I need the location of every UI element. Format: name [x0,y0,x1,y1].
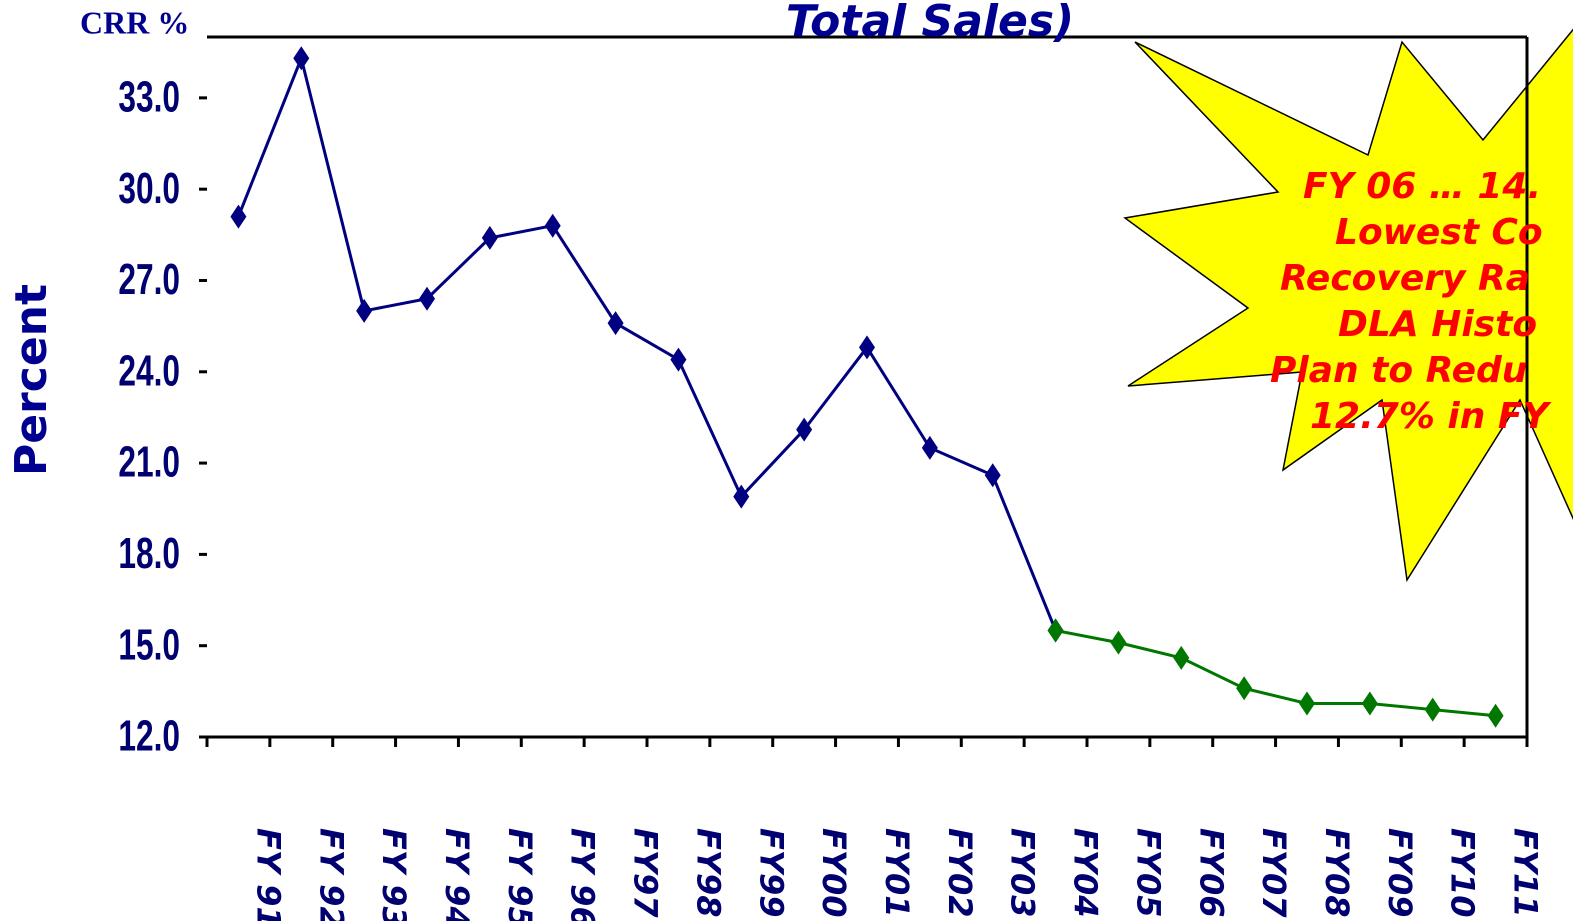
data-point [733,484,750,509]
x-tick-label: FY 94 [438,828,476,921]
data-point [984,463,1001,488]
x-tick-label: FY 92 [312,828,350,921]
series-line [237,53,1057,632]
data-point [356,298,373,323]
data-point [670,347,687,372]
data-point [230,204,247,229]
x-tick-label: FY 96 [564,828,602,921]
y-tick-label: 15.0 [118,620,180,669]
x-tick-label: FY05 [1129,828,1167,918]
data-point [1487,703,1504,728]
annotation-line: Recovery Ra [1280,258,1530,299]
x-tick-label: FY 95 [501,828,539,921]
annotation-line: DLA Histo [1338,304,1537,345]
y-tick-label: 21.0 [118,438,180,487]
y-axis-label: Percent [6,284,57,476]
annotation-line: FY 06 … 14. [1303,166,1541,207]
data-point [419,286,435,311]
x-tick-label: FY10 [1444,828,1482,918]
data-point [544,213,561,238]
x-tick-label: FY02 [941,828,979,918]
data-point [1299,691,1315,716]
y-tick-label: 30.0 [118,164,180,213]
data-point [1173,645,1190,670]
data-point [921,435,938,460]
annotation-line: 12.7% in FY [1310,396,1553,437]
x-tick-label: FY04 [1067,828,1105,918]
data-point [859,335,875,360]
x-tick-label: FY09 [1381,828,1419,918]
x-tick-label: FY 91 [249,828,287,921]
x-tick-label: FY11 [1507,828,1545,918]
data-point [481,225,498,250]
data-point [1236,676,1253,701]
data-point [796,417,813,442]
x-tick-label: FY97 [627,828,665,918]
annotation-line: Lowest Co [1335,212,1543,253]
y-tick-label: 27.0 [118,255,180,304]
data-point [293,46,310,71]
x-tick-label: FY 93 [375,828,413,921]
annotation-line: Plan to Redu [1270,350,1527,391]
x-tick-label: FY07 [1255,828,1293,918]
series-line [1055,629,1496,718]
x-tick-label: FY03 [1004,828,1042,918]
data-point [1047,618,1064,643]
data-point [1424,697,1441,722]
x-tick-label: FY00 [815,828,853,918]
x-tick-label: FY01 [878,828,916,918]
x-tick-label: FY06 [1192,828,1230,918]
y-tick-label: 18.0 [118,529,180,578]
y-tick-label: 33.0 [118,72,180,121]
x-tick-label: FY98 [689,828,727,918]
chart-title: Total Sales) [786,0,1074,47]
y-tick-label: 12.0 [118,712,180,761]
data-point [1361,691,1378,716]
y-tick-label: 24.0 [118,346,180,395]
starburst [1123,28,1573,583]
y-unit-label: CRR % [80,4,189,40]
data-point [607,311,624,336]
data-point [1110,630,1127,655]
annotation: FY 06 … 14. Lowest Co Recovery Ra DLA Histo… [1270,166,1553,437]
x-tick-label: FY08 [1318,828,1356,918]
x-tick-label: FY99 [752,828,790,918]
